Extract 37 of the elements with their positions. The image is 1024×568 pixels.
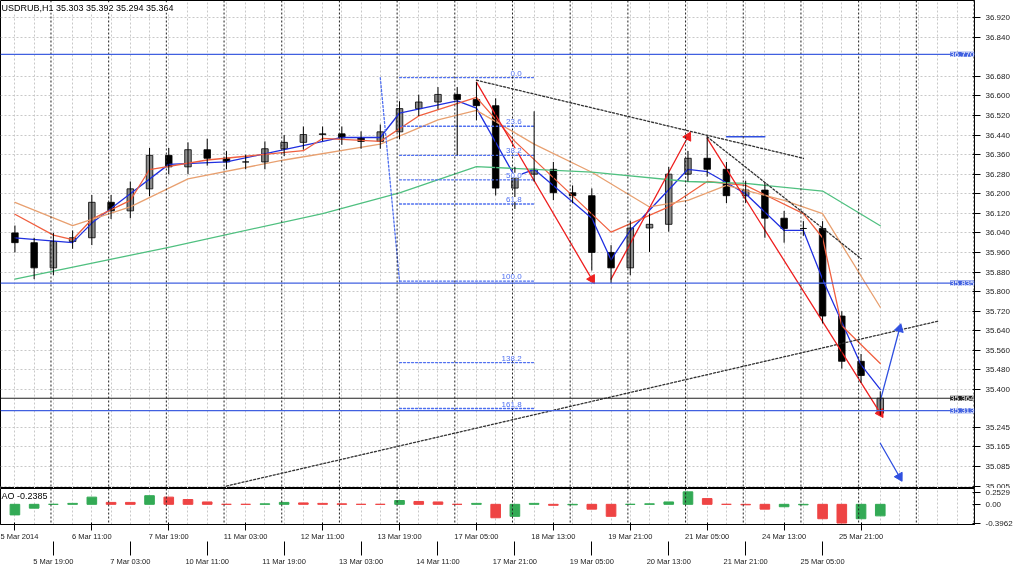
- y-tick-label: 36.200: [985, 189, 1011, 199]
- annotation: 61.8: [506, 195, 523, 205]
- y-tick-label: 36.280: [985, 169, 1011, 179]
- y-tick-label: 35.400: [985, 384, 1011, 394]
- y-tick-label: 36.680: [985, 71, 1011, 81]
- annotation: 138.2: [501, 353, 523, 363]
- y-tick-label: 35.800: [985, 287, 1011, 297]
- ref-line-label: 36.770: [950, 49, 976, 59]
- y-tick-label: 35.480: [985, 365, 1011, 375]
- y-tick-label: 36.520: [985, 110, 1011, 120]
- y-tick-label: 36.440: [985, 130, 1011, 140]
- annotation: 161.8: [501, 399, 523, 409]
- y-tick-label: 35.165: [985, 442, 1011, 452]
- chart-title: AO -0.2385: [1, 490, 48, 501]
- annotation: 23.6: [506, 117, 523, 127]
- chart-title: USDRUB,H1 35.303 35.392 35.294 35.364: [1, 2, 174, 13]
- y-tick-label: 35.560: [985, 345, 1011, 355]
- y-tick-label: 36.040: [985, 228, 1011, 238]
- ref-line-label: 35.835: [950, 278, 976, 288]
- y-tick-label: 35.245: [985, 422, 1011, 432]
- y-tick-label: 36.840: [985, 32, 1011, 42]
- y-tick-label: 35.085: [985, 461, 1011, 471]
- y-tick-label: 0.00: [985, 499, 1002, 509]
- annotation: 38.2: [506, 146, 523, 156]
- annotation: 0.0: [510, 68, 523, 78]
- y-tick-label: 35.640: [985, 326, 1011, 336]
- y-tick-label: 35.720: [985, 306, 1011, 316]
- y-tick-label: 35.880: [985, 267, 1011, 277]
- y-tick-label: 36.360: [985, 150, 1011, 160]
- y-tick-label: 36.920: [985, 13, 1011, 23]
- ref-line-label: 35.313: [950, 406, 976, 416]
- y-tick-label: -0.3962: [985, 518, 1014, 528]
- y-tick-label: 36.120: [985, 208, 1011, 218]
- y-tick-label: 36.600: [985, 91, 1011, 101]
- y-tick-label: 35.960: [985, 247, 1011, 257]
- annotation: 100.0: [501, 272, 523, 282]
- ref-line-label: 35.364: [950, 393, 976, 403]
